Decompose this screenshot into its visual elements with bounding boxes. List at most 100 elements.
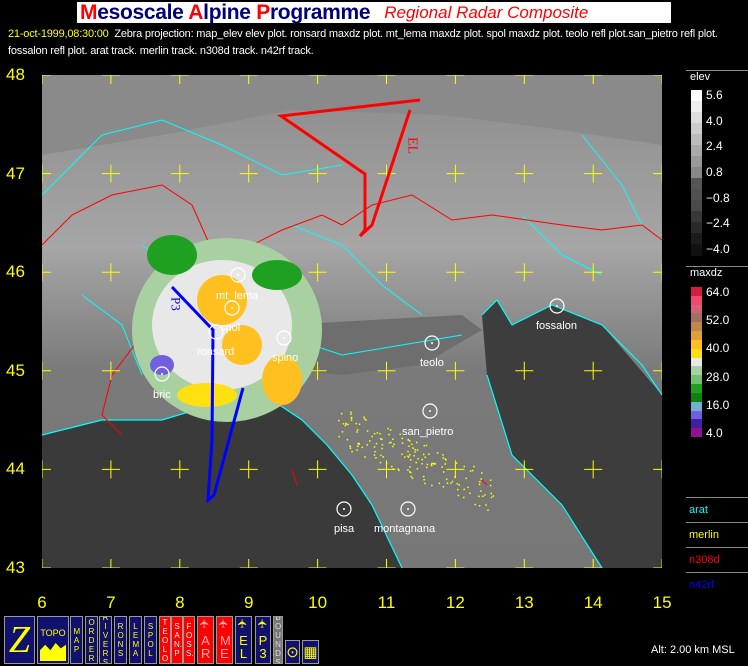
me-button[interactable]: ✈ ME <box>216 616 233 664</box>
merlin-track-point <box>350 413 352 416</box>
merlin-track-point <box>407 439 410 441</box>
ar-button[interactable]: ✈ AR <box>197 616 214 664</box>
p3-button[interactable]: ✈ P3 <box>255 616 271 664</box>
color-swatch <box>691 366 702 376</box>
foss-button[interactable]: FOSS. <box>183 616 195 664</box>
merlin-track-point <box>484 494 486 496</box>
coastline <box>42 299 662 568</box>
merlin-track-point <box>410 475 412 478</box>
button-label: EL <box>239 633 248 661</box>
grid-cross <box>308 263 327 282</box>
station-teolo[interactable]: teolo <box>420 335 444 369</box>
grid-cross <box>42 263 51 282</box>
title-part: esoscale <box>97 0 189 24</box>
merlin-track-point <box>478 495 480 498</box>
station-marker-icon <box>230 267 246 283</box>
grid-cross <box>653 361 662 380</box>
station-spol[interactable]: spol <box>220 300 240 334</box>
merlin-track-point <box>428 453 430 455</box>
track-legend-n308d[interactable]: n308d <box>686 547 748 572</box>
rons-button[interactable]: RONS <box>114 616 127 664</box>
datetime: 21-oct-1999,08:30:00 <box>8 28 109 40</box>
track-legend-n42rf[interactable]: n42rf <box>686 572 748 597</box>
zebra-button[interactable]: Z <box>4 616 35 664</box>
color-swatch <box>691 211 702 223</box>
grid-cross <box>446 75 465 84</box>
grid-cross <box>101 559 120 568</box>
grid-cross <box>584 460 603 479</box>
color-swatch <box>691 145 702 157</box>
color-swatch <box>691 178 702 190</box>
merlin-track-point <box>474 503 476 506</box>
grid-cross <box>42 460 51 479</box>
grid-cross <box>101 263 120 282</box>
merlin-track-point <box>490 492 493 495</box>
borders-button[interactable]: BORDERS <box>85 616 98 664</box>
station-bric[interactable]: bric <box>153 366 171 401</box>
merlin-track-point <box>409 440 411 442</box>
elev-legend-title: elev <box>686 70 748 83</box>
merlin-track-point <box>401 453 403 456</box>
merlin-track-point <box>431 484 433 487</box>
sanp-button[interactable]: SAN.P <box>171 616 183 664</box>
station-spino[interactable]: spino <box>272 330 298 364</box>
merlin-track-point <box>478 504 481 507</box>
spol-button[interactable]: SPOL <box>144 616 157 664</box>
merlin-track-point <box>338 435 340 438</box>
merlin-track-point <box>350 416 353 419</box>
merlin-track-point <box>424 456 427 459</box>
grid-cross <box>446 361 465 380</box>
merlin-track-point <box>463 465 465 468</box>
color-swatch <box>691 112 702 124</box>
title-part: A <box>188 0 204 24</box>
merlin-track-point <box>411 443 413 446</box>
merlin-track-point <box>350 419 353 421</box>
station-san_pietro[interactable]: san_pietro <box>402 403 453 438</box>
merlin-track-point <box>451 480 454 483</box>
topo-button[interactable]: TOPO <box>37 616 69 664</box>
lema-button[interactable]: LEMA <box>129 616 142 664</box>
rivers-button[interactable]: RIVERS <box>99 616 112 664</box>
n308d-track <box>276 98 421 238</box>
grid-cross <box>308 460 327 479</box>
merlin-track-point <box>407 450 409 453</box>
station-label: ronsard <box>197 346 234 358</box>
color-swatch <box>691 313 702 323</box>
bounds-button[interactable]: BOUNDS <box>273 616 283 664</box>
grid-button[interactable]: ▦ <box>302 640 319 664</box>
color-swatch <box>691 331 702 341</box>
el-button[interactable]: ✈ EL <box>235 616 252 664</box>
merlin-track-point <box>489 479 492 481</box>
merlin-track-point <box>421 462 423 465</box>
teolo-button[interactable]: TEOLO <box>159 616 171 664</box>
legend-label: 16.0 <box>706 397 730 412</box>
legend-label: 2.4 <box>706 139 723 154</box>
app-title: Mesoscale Alpine Programme <box>80 0 371 25</box>
merlin-track-point <box>416 449 419 451</box>
aircraft-icon: ✈ <box>255 618 270 629</box>
station-montagnana[interactable]: montagnana <box>374 501 436 535</box>
station-fossalon[interactable]: fossalon <box>536 298 577 332</box>
merlin-track-point <box>430 463 433 466</box>
station-marker-icon <box>224 300 240 316</box>
merlin-track-point <box>478 483 481 486</box>
track-legend-arat[interactable]: arat <box>686 497 748 522</box>
merlin-track-point <box>434 463 437 465</box>
title-part: M <box>80 0 98 24</box>
grid-cross <box>515 164 534 183</box>
target-button[interactable]: ⊙ <box>285 640 300 664</box>
merlin-track-point <box>366 430 369 432</box>
map-button[interactable]: MAP <box>70 616 83 664</box>
station-ronsard[interactable]: ronsard <box>197 324 234 358</box>
track-legend-merlin[interactable]: merlin <box>686 522 748 547</box>
merlin-track-point <box>444 458 447 460</box>
merlin-track-point <box>358 443 360 445</box>
merlin-track-point <box>398 469 400 472</box>
station-pisa[interactable]: pisa <box>334 501 355 535</box>
merlin-track-point <box>414 451 416 453</box>
merlin-track-point <box>481 472 483 474</box>
merlin-track-point <box>432 462 435 465</box>
grid-cross <box>170 559 189 568</box>
station-mt_lema[interactable]: mt_lema <box>216 267 259 302</box>
